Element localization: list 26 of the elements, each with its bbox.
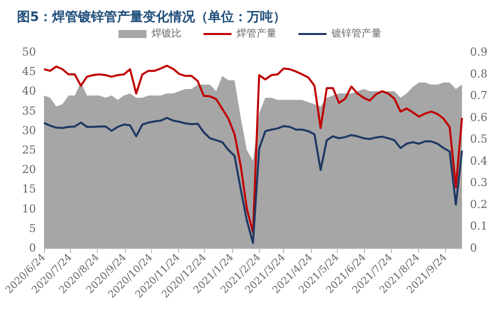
y2-tick-label: 0 [470,242,477,254]
y-tick-label: 15 [22,182,36,196]
y2-tick-label: 0.5 [470,132,488,146]
y-tick-label: 40 [22,84,36,98]
line-series [43,116,463,244]
legend-label: 镀锌管产量 [330,28,382,40]
y2-tick-label: 0.2 [470,198,488,211]
y-tick-label: 45 [22,65,36,78]
chart-title: 图5：焊管镀锌管产量变化情况（单位：万吨） [17,9,286,25]
y2-tick-label: 0.8 [470,67,488,80]
y-tick-label: 30 [22,124,36,137]
y-tick-label: 50 [22,46,36,58]
y-tick-label: 0 [29,242,36,254]
y2-tick-label: 0.3 [470,176,488,190]
y-tick-label: 20 [22,163,36,176]
legend-label: 焊镀比 [152,28,182,40]
legend-label: 焊管产量 [236,28,276,40]
y-tick-label: 25 [22,144,36,156]
y-tick-label: 5 [29,222,36,235]
y-tick-label: 35 [22,104,36,118]
y2-tick-label: 0.6 [470,110,488,124]
y2-tick-label: 0.1 [470,220,488,233]
y-tick-label: 10 [22,202,36,216]
y2-tick-label: 0.4 [470,154,488,168]
y2-tick-label: 0.7 [470,89,488,102]
y2-tick-label: 0.9 [470,46,488,58]
